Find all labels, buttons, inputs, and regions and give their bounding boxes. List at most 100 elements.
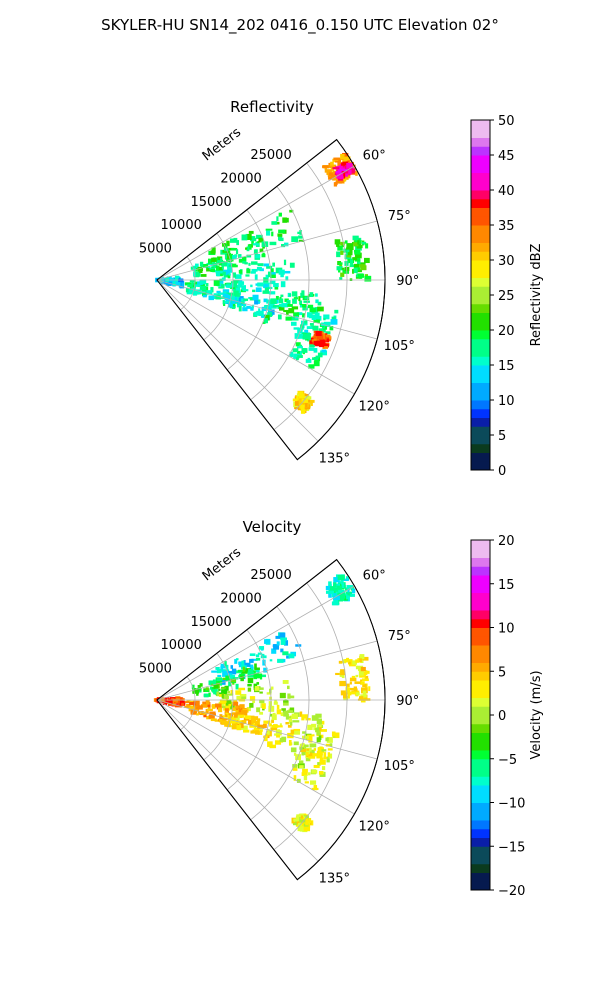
- echo-cell: [238, 669, 245, 672]
- echo-cell: [235, 287, 241, 292]
- echo-cell: [257, 282, 264, 287]
- echo-cell: [162, 279, 167, 284]
- echo-cell: [365, 243, 369, 249]
- echo-cell: [339, 163, 345, 170]
- echo-cell: [314, 312, 320, 319]
- echo-cell: [268, 291, 276, 295]
- colorbar-segment: [471, 303, 490, 313]
- echo-cell: [278, 229, 286, 234]
- echo-cell: [305, 359, 312, 363]
- echo-cell: [294, 297, 298, 300]
- echo-cell: [280, 281, 286, 288]
- echo-cell: [243, 298, 249, 301]
- echo-cell: [329, 743, 333, 747]
- echo-cell: [331, 731, 336, 737]
- echo-cell: [249, 702, 254, 708]
- echo-cell: [339, 593, 346, 599]
- echo-cell: [323, 343, 329, 348]
- echo-cell: [296, 346, 303, 349]
- echo-cell: [354, 681, 361, 684]
- echo-cell: [263, 720, 271, 724]
- echo-cell: [325, 590, 333, 594]
- echo-cell: [329, 325, 334, 331]
- azimuth-spoke: [156, 165, 355, 281]
- colorbar-segment: [471, 347, 490, 357]
- echo-cell: [237, 714, 245, 718]
- echo-cell: [307, 724, 313, 730]
- echo-cell: [165, 277, 169, 282]
- colorbar-segment: [471, 382, 490, 392]
- echo-cell: [276, 641, 280, 646]
- echo-cell: [270, 268, 274, 274]
- echo-cell: [297, 333, 304, 339]
- echo-cell: [325, 743, 332, 747]
- echo-cell: [285, 316, 293, 321]
- echo-cell: [364, 275, 372, 282]
- echo-cell: [248, 668, 253, 673]
- echo-cell: [225, 670, 233, 674]
- echo-cell: [268, 303, 275, 307]
- echo-cell: [210, 718, 217, 722]
- echo-cell: [248, 262, 251, 266]
- echo-cell: [360, 666, 366, 672]
- echo-cell: [313, 340, 321, 346]
- echo-cell: [233, 237, 238, 241]
- echo-cell: [361, 678, 369, 682]
- echo-cell: [360, 694, 367, 698]
- colorbar-segment: [471, 321, 490, 331]
- echo-cell: [209, 680, 217, 684]
- echo-cell: [349, 687, 357, 691]
- echo-cell: [356, 259, 361, 266]
- echo-cell: [266, 265, 273, 269]
- colorbar-segment: [471, 732, 490, 742]
- echo-cell: [250, 730, 257, 734]
- echo-cell: [271, 231, 274, 237]
- echo-cell: [243, 660, 246, 664]
- echo-cell: [312, 325, 319, 331]
- colorbar-segment: [471, 662, 490, 672]
- echo-cell: [232, 272, 237, 278]
- echo-cell: [298, 823, 304, 829]
- range-ring: [203, 232, 234, 341]
- echo-cell: [245, 247, 248, 250]
- echo-cell: [230, 665, 234, 669]
- echo-cell: [304, 329, 309, 334]
- echo-cell: [288, 718, 292, 724]
- echo-cell: [302, 335, 309, 340]
- echo-cell: [254, 274, 258, 281]
- echo-cell: [181, 698, 185, 701]
- echo-cell: [299, 765, 304, 769]
- echo-cell: [316, 751, 321, 755]
- echo-cell: [362, 690, 367, 696]
- echo-cell: [259, 248, 264, 253]
- echo-cell: [255, 254, 261, 259]
- echo-cell: [219, 257, 223, 261]
- echo-cell: [312, 357, 319, 361]
- echo-cell: [348, 659, 353, 665]
- echo-cell: [362, 241, 367, 245]
- echo-cell: [289, 209, 294, 213]
- echo-cell: [304, 781, 309, 784]
- echo-cell: [194, 281, 198, 287]
- echo-cell: [236, 724, 242, 731]
- echo-cell: [250, 237, 257, 242]
- echo-cell: [317, 762, 321, 766]
- echo-cell: [246, 254, 252, 258]
- echo-cell: [206, 267, 212, 272]
- echo-cell: [241, 710, 248, 716]
- colorbar-tick-label: 0: [498, 464, 506, 479]
- echo-cell: [250, 723, 258, 727]
- range-tick-label: 5000: [139, 662, 172, 677]
- echo-cell: [299, 300, 303, 305]
- echo-cell: [199, 270, 203, 274]
- colorbar-segment: [471, 461, 490, 471]
- colorbar-tick-label: 10: [498, 394, 515, 409]
- echo-cell: [254, 311, 258, 316]
- echo-cell: [297, 826, 304, 832]
- echo-cell: [333, 157, 340, 161]
- echo-cell: [353, 263, 360, 270]
- colorbar-segment: [471, 592, 490, 602]
- echo-cell: [258, 308, 261, 311]
- echo-cell: [301, 398, 309, 403]
- echo-cell: [270, 713, 273, 717]
